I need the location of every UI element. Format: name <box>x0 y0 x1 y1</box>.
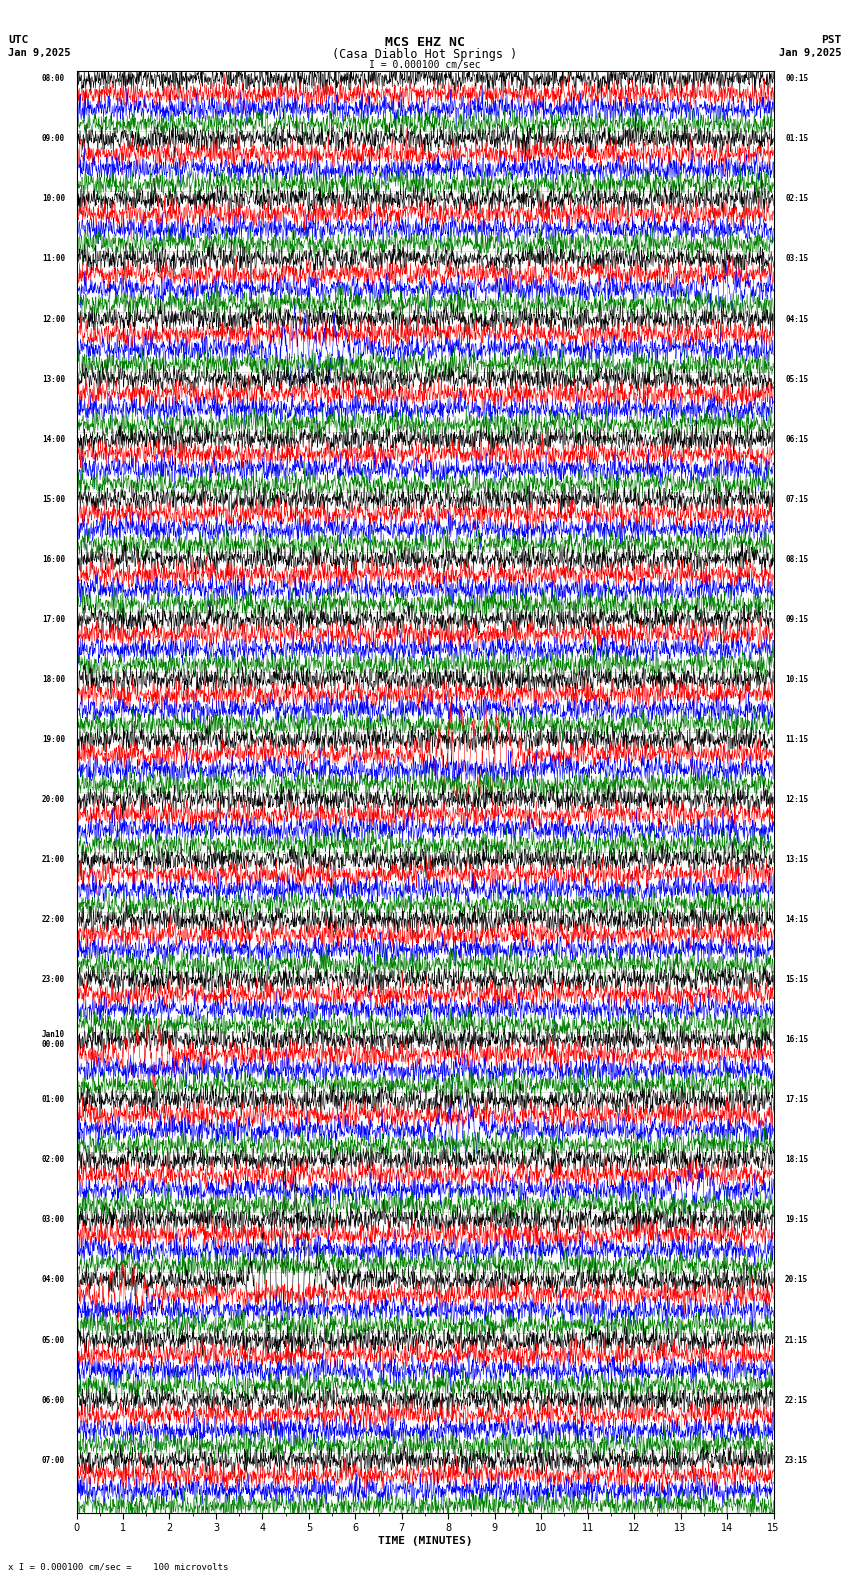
Text: Jan 9,2025: Jan 9,2025 <box>779 48 842 57</box>
Text: 01:00: 01:00 <box>42 1095 65 1104</box>
Text: 06:00: 06:00 <box>42 1396 65 1405</box>
Text: 08:00: 08:00 <box>42 74 65 84</box>
Text: 09:00: 09:00 <box>42 135 65 143</box>
Text: 10:00: 10:00 <box>42 195 65 203</box>
Text: 02:00: 02:00 <box>42 1155 65 1164</box>
Text: 21:15: 21:15 <box>785 1335 808 1345</box>
Text: 01:15: 01:15 <box>785 135 808 143</box>
Text: Jan10
00:00: Jan10 00:00 <box>42 1030 65 1050</box>
Text: 13:00: 13:00 <box>42 374 65 383</box>
Text: Jan 9,2025: Jan 9,2025 <box>8 48 71 57</box>
Text: 23:00: 23:00 <box>42 976 65 984</box>
Text: 19:15: 19:15 <box>785 1215 808 1224</box>
Text: 09:15: 09:15 <box>785 615 808 624</box>
Text: 06:15: 06:15 <box>785 434 808 444</box>
Text: UTC: UTC <box>8 35 29 44</box>
Text: 15:00: 15:00 <box>42 494 65 504</box>
Text: x I = 0.000100 cm/sec =    100 microvolts: x I = 0.000100 cm/sec = 100 microvolts <box>8 1562 229 1571</box>
Text: 12:00: 12:00 <box>42 315 65 323</box>
Text: 14:00: 14:00 <box>42 434 65 444</box>
Text: 12:15: 12:15 <box>785 795 808 805</box>
Text: 05:15: 05:15 <box>785 374 808 383</box>
Text: 20:15: 20:15 <box>785 1275 808 1285</box>
Text: 03:00: 03:00 <box>42 1215 65 1224</box>
Text: 17:00: 17:00 <box>42 615 65 624</box>
X-axis label: TIME (MINUTES): TIME (MINUTES) <box>377 1536 473 1546</box>
Text: 03:15: 03:15 <box>785 255 808 263</box>
Text: I = 0.000100 cm/sec: I = 0.000100 cm/sec <box>369 60 481 70</box>
Text: 15:15: 15:15 <box>785 976 808 984</box>
Text: 14:15: 14:15 <box>785 916 808 923</box>
Text: 05:00: 05:00 <box>42 1335 65 1345</box>
Text: (Casa Diablo Hot Springs ): (Casa Diablo Hot Springs ) <box>332 48 518 60</box>
Text: 22:15: 22:15 <box>785 1396 808 1405</box>
Text: MCS EHZ NC: MCS EHZ NC <box>385 36 465 49</box>
Text: 16:15: 16:15 <box>785 1036 808 1044</box>
Text: PST: PST <box>821 35 842 44</box>
Text: 22:00: 22:00 <box>42 916 65 923</box>
Text: 00:15: 00:15 <box>785 74 808 84</box>
Text: 16:00: 16:00 <box>42 554 65 564</box>
Text: 19:00: 19:00 <box>42 735 65 744</box>
Text: 11:15: 11:15 <box>785 735 808 744</box>
Text: 18:00: 18:00 <box>42 675 65 684</box>
Text: 17:15: 17:15 <box>785 1095 808 1104</box>
Text: 11:00: 11:00 <box>42 255 65 263</box>
Text: 04:00: 04:00 <box>42 1275 65 1285</box>
Text: 07:15: 07:15 <box>785 494 808 504</box>
Text: 20:00: 20:00 <box>42 795 65 805</box>
Text: 10:15: 10:15 <box>785 675 808 684</box>
Text: 04:15: 04:15 <box>785 315 808 323</box>
Text: 08:15: 08:15 <box>785 554 808 564</box>
Text: 02:15: 02:15 <box>785 195 808 203</box>
Text: 23:15: 23:15 <box>785 1456 808 1465</box>
Text: 18:15: 18:15 <box>785 1155 808 1164</box>
Text: 13:15: 13:15 <box>785 855 808 863</box>
Text: 21:00: 21:00 <box>42 855 65 863</box>
Text: 07:00: 07:00 <box>42 1456 65 1465</box>
